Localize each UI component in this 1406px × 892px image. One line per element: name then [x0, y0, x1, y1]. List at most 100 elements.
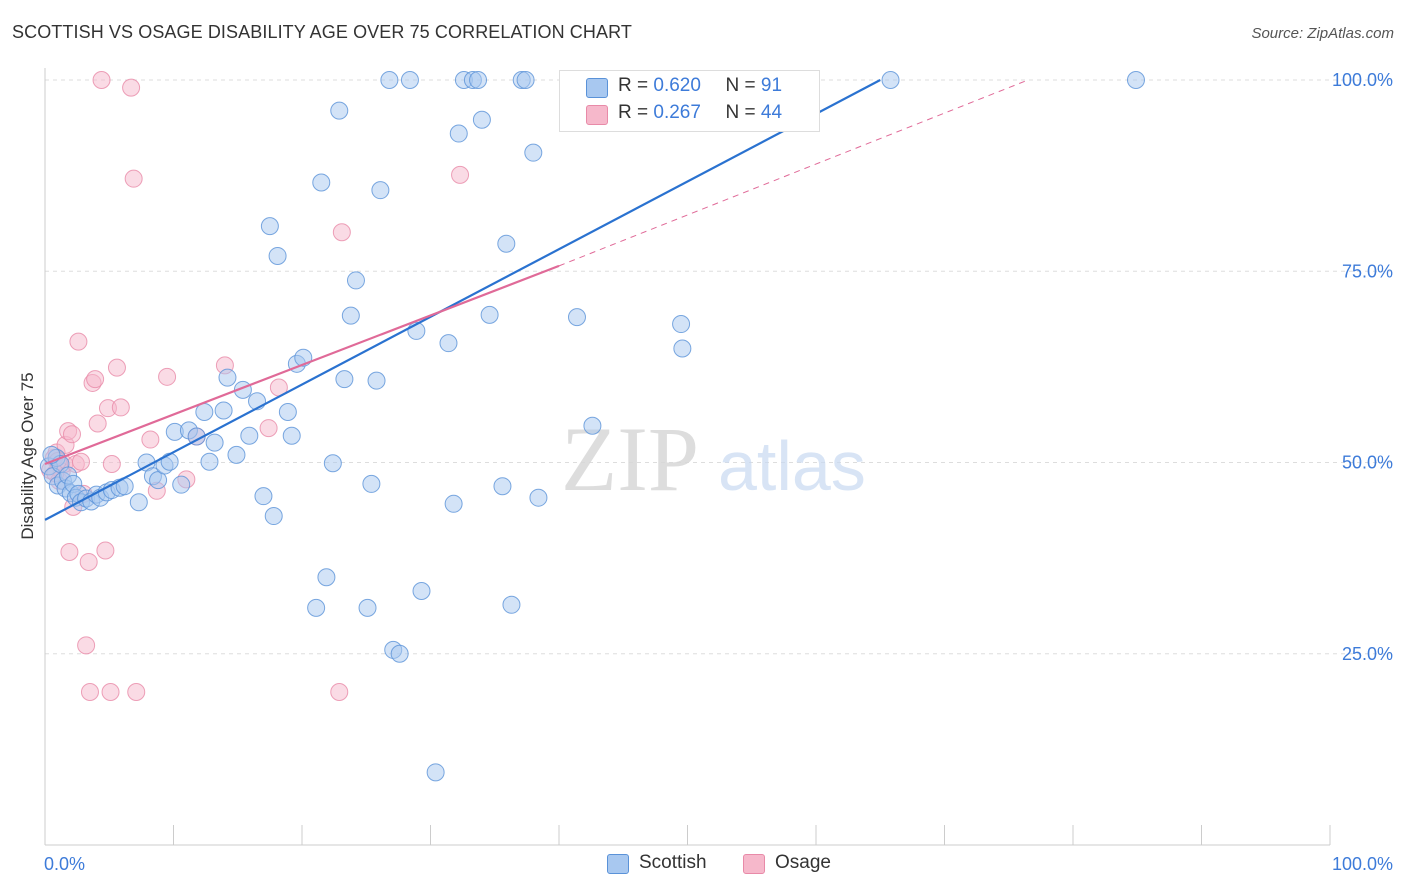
scottish-points — [39, 71, 1145, 782]
scottish-point — [330, 101, 349, 120]
correlation-legend: R = 0.620 N = 91 R = 0.267 N = 44 — [559, 70, 820, 132]
x-tick-label: 0.0% — [44, 854, 85, 874]
scottish-n-value: 91 — [760, 75, 783, 96]
x-tick-labels: 0.0% 100.0% — [44, 854, 1393, 874]
osage-swatch — [586, 105, 608, 125]
legend-osage-text: R = 0.267 N = 44 — [618, 102, 782, 124]
scottish-point — [341, 306, 360, 325]
osage-point — [102, 455, 121, 474]
scottish-point — [439, 334, 458, 353]
scottish-point — [881, 71, 900, 89]
osage-point — [107, 358, 126, 377]
scottish-point — [227, 445, 246, 464]
osage-point — [332, 223, 351, 242]
scottish-point — [260, 217, 279, 236]
scottish-point — [469, 71, 488, 89]
scottish-r-value: 0.620 — [653, 75, 701, 96]
scottish-point — [172, 475, 191, 494]
osage-point — [62, 425, 81, 444]
scottish-point — [264, 507, 283, 526]
y-tick-label: 25.0% — [1342, 644, 1393, 664]
scottish-point — [367, 371, 386, 390]
osage-r-value: 0.267 — [653, 102, 701, 123]
scottish-point — [205, 433, 224, 452]
scottish-point — [497, 234, 516, 253]
scottish-point — [323, 454, 342, 473]
scottish-point — [214, 401, 233, 420]
osage-point — [158, 367, 177, 386]
scottish-swatch — [586, 78, 608, 98]
scottish-point — [444, 494, 463, 513]
scottish-r-label: R = — [618, 75, 649, 96]
osage-point — [101, 683, 120, 701]
osage-point — [96, 541, 115, 560]
x-tick-label: 100.0% — [1332, 854, 1393, 874]
osage-point — [124, 169, 143, 188]
scottish-point — [412, 582, 431, 601]
y-tick-label: 50.0% — [1342, 453, 1393, 473]
scottish-point — [516, 71, 535, 89]
scottish-point — [583, 416, 602, 435]
scottish-point — [673, 339, 692, 358]
scottish-point — [307, 598, 326, 617]
osage-n-value: 44 — [760, 102, 783, 123]
scottish-point — [380, 71, 399, 89]
osage-point — [71, 452, 90, 471]
y-axis-label: Disability Age Over 75 — [18, 372, 37, 540]
scottish-point — [278, 403, 297, 422]
osage-point — [259, 419, 278, 438]
osage-point — [80, 683, 99, 701]
scottish-point — [449, 124, 468, 143]
scottish-point — [200, 452, 219, 471]
osage-point — [330, 683, 349, 701]
grid-lines — [45, 79, 1392, 655]
scottish-point — [362, 474, 381, 493]
osage-n-label: N = — [725, 102, 756, 123]
scottish-point — [480, 305, 499, 324]
scottish-point — [254, 487, 273, 506]
chart-title: SCOTTISH VS OSAGE DISABILITY AGE OVER 75… — [12, 22, 632, 42]
scottish-point — [390, 644, 409, 663]
y-tick-labels: 25.0% 50.0% 75.0% 100.0% — [1332, 70, 1393, 664]
scottish-point — [240, 426, 259, 445]
scottish-legend-label: Scottish — [639, 852, 707, 873]
osage-point — [69, 332, 88, 351]
osage-point — [60, 543, 79, 562]
scottish-n-label: N = — [725, 75, 756, 96]
legend-scottish-text: R = 0.620 N = 91 — [618, 75, 782, 97]
y-tick-label: 75.0% — [1342, 261, 1393, 281]
osage-trend-line — [44, 264, 560, 466]
scottish-point — [524, 143, 543, 162]
scottish-point — [160, 452, 179, 471]
watermark-atlas: atlas — [718, 427, 866, 505]
scottish-point — [317, 568, 336, 587]
scottish-point — [502, 595, 521, 614]
osage-points — [41, 71, 470, 701]
osage-point — [79, 552, 98, 571]
osage-point — [127, 683, 146, 701]
osage-point — [122, 78, 141, 97]
osage-point — [86, 370, 105, 389]
scottish-point — [400, 71, 419, 89]
scottish-point — [426, 763, 445, 782]
osage-point — [77, 636, 96, 655]
scottish-point — [672, 315, 691, 334]
osage-legend-swatch — [743, 854, 765, 874]
scottish-point — [129, 493, 148, 512]
osage-legend-label: Osage — [775, 852, 831, 873]
scottish-point — [312, 173, 331, 192]
osage-trend-line — [558, 79, 1029, 267]
scottish-legend-swatch — [607, 854, 629, 874]
scottish-point — [218, 368, 237, 387]
scottish-point — [371, 181, 390, 200]
scottish-point — [1126, 71, 1145, 89]
scottish-point — [567, 308, 586, 327]
watermark: ZIP atlas — [561, 408, 866, 510]
osage-point — [92, 71, 111, 89]
scottish-point — [358, 598, 377, 617]
scottish-point — [493, 477, 512, 496]
osage-point — [88, 414, 107, 433]
osage-point — [451, 165, 470, 184]
scottish-point — [282, 426, 301, 445]
